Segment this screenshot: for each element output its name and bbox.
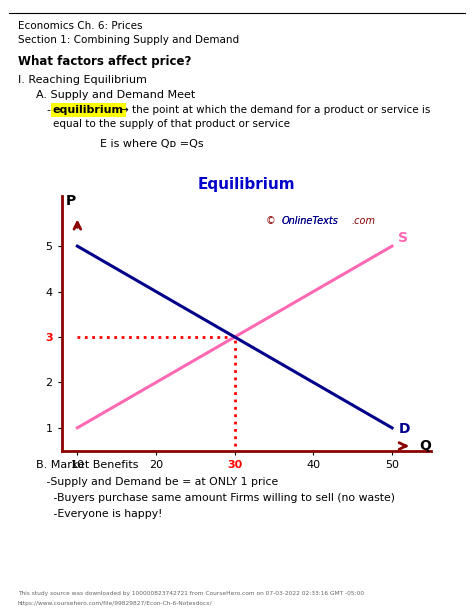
Text: → the point at which the demand for a product or service is: → the point at which the demand for a pr… <box>120 105 430 115</box>
Text: Q: Q <box>419 439 431 453</box>
Text: E is where Qᴅ =Qs: E is where Qᴅ =Qs <box>100 139 204 149</box>
Text: S: S <box>398 232 408 245</box>
Text: equilibrium: equilibrium <box>53 105 124 115</box>
Text: OnlineTexts: OnlineTexts <box>282 216 339 226</box>
Text: A. Supply and Demand Meet: A. Supply and Demand Meet <box>36 90 195 100</box>
Text: Economics Ch. 6: Prices: Economics Ch. 6: Prices <box>18 21 143 31</box>
Text: -: - <box>46 105 50 115</box>
Text: .com: .com <box>351 216 375 226</box>
Text: What factors affect price?: What factors affect price? <box>18 55 191 68</box>
Text: -Supply and Demand be = at ONLY 1 price: -Supply and Demand be = at ONLY 1 price <box>36 477 278 487</box>
Text: -Everyone is happy!: -Everyone is happy! <box>36 509 163 519</box>
Text: equal to the supply of that product or service: equal to the supply of that product or s… <box>53 119 290 129</box>
Text: P: P <box>66 194 76 208</box>
Text: I. Reaching Equilibrium: I. Reaching Equilibrium <box>18 75 147 85</box>
Text: -Buyers purchase same amount Firms willing to sell (no waste): -Buyers purchase same amount Firms willi… <box>36 493 395 503</box>
Text: OnlineTexts: OnlineTexts <box>282 216 339 226</box>
Text: This study source was downloaded by 100000823742721 from CourseHero.com on 07-03: This study source was downloaded by 1000… <box>18 591 364 596</box>
Text: ©: © <box>266 216 276 226</box>
Text: https://www.coursehero.com/file/99829827/Econ-Ch-6-Notesdocx/: https://www.coursehero.com/file/99829827… <box>18 601 213 606</box>
Text: Section 1: Combining Supply and Demand: Section 1: Combining Supply and Demand <box>18 35 239 45</box>
Title: Equilibrium: Equilibrium <box>198 177 295 192</box>
Text: B. Market Benefits: B. Market Benefits <box>36 460 138 470</box>
Text: D: D <box>398 422 410 436</box>
